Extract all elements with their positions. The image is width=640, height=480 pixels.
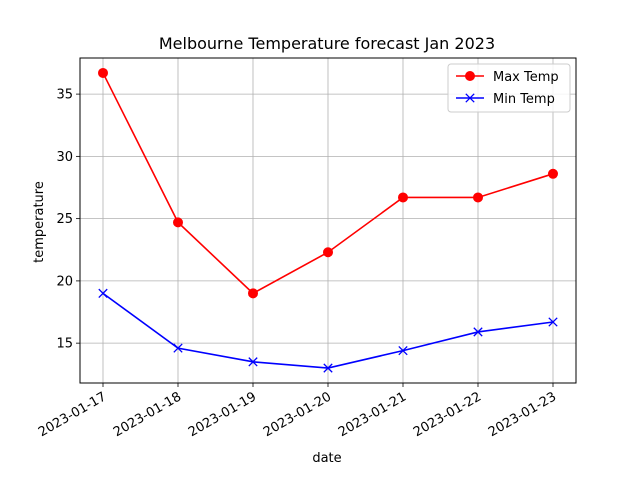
y-axis-label: temperature [32,181,47,263]
min-temp-point [248,357,258,367]
min-temp-point [548,317,558,327]
y-axis-ticks: 15 20 25 30 35 [56,88,80,352]
legend: Max Temp Min Temp [447,63,571,113]
min-temp-point [173,343,183,353]
y-tick-label: 20 [56,274,73,289]
x-axis-label: date [312,451,341,466]
y-tick-label: 25 [56,212,73,227]
max-temp-point [473,192,483,203]
y-tick-label: 15 [56,337,73,352]
max-temp-point [98,67,108,78]
min-temp-point [398,345,408,356]
legend-marker [465,71,475,81]
min-temp-point [323,363,333,373]
y-tick-label: 35 [56,88,73,103]
legend-marker [465,93,475,103]
max-temp-point [398,192,408,203]
legend-item-min-temp: Min Temp [456,92,555,107]
min-temp-point [473,327,483,337]
max-temp-point [173,217,183,228]
legend-label: Min Temp [493,92,555,107]
y-tick-label: 30 [56,150,73,165]
legend-label: Max Temp [493,70,559,85]
series-layer [98,67,558,373]
max-temp-point [323,247,333,258]
chart-title: Melbourne Temperature forecast Jan 2023 [159,34,495,53]
max-temp-point [248,288,258,299]
legend-item-max-temp: Max Temp [456,70,559,85]
max-temp-point [548,168,558,179]
min-temp-point [98,288,108,299]
